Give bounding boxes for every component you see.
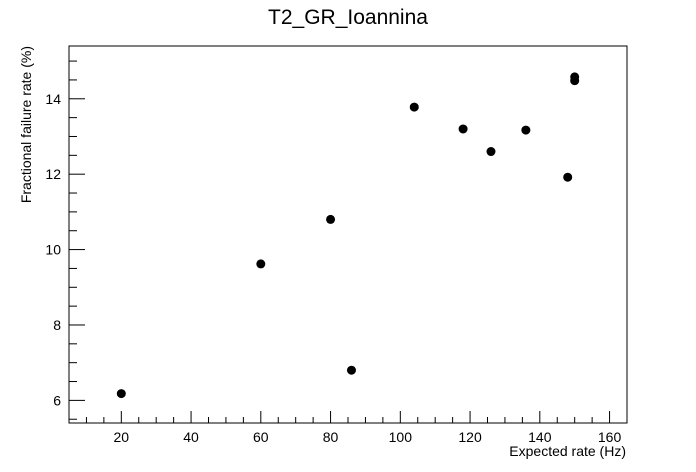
y-tick-label: 14	[45, 91, 61, 107]
plot-frame	[68, 45, 628, 424]
x-tick-label: 40	[183, 429, 199, 445]
y-tick-label: 12	[45, 166, 61, 182]
x-tick-label: 60	[253, 429, 269, 445]
x-tick-label: 120	[458, 429, 482, 445]
x-tick-label: 100	[389, 429, 413, 445]
data-point	[326, 214, 336, 224]
tick-labels: 20 40 60 80 100 120 140 160 6 8 10 12 14	[45, 91, 621, 445]
x-tick-label: 80	[323, 429, 339, 445]
data-point	[486, 147, 496, 157]
y-axis-label: Fractional failure rate (%)	[18, 46, 34, 203]
data-point	[116, 389, 126, 399]
data-point	[458, 124, 468, 134]
data-point	[409, 102, 419, 112]
x-axis-label: Expected rate (Hz)	[509, 443, 626, 459]
data-point	[256, 259, 266, 269]
chart-title: T2_GR_Ioannina	[268, 6, 428, 29]
x-tick-label: 140	[528, 429, 552, 445]
axis-ticks	[69, 60, 628, 423]
y-tick-label: 10	[45, 242, 61, 258]
y-tick-label: 8	[53, 317, 61, 333]
x-tick-label: 160	[598, 429, 622, 445]
data-point	[563, 172, 573, 182]
data-point	[346, 365, 356, 375]
y-tick-label: 6	[53, 392, 61, 408]
data-points	[116, 72, 580, 399]
x-tick-label: 20	[114, 429, 130, 445]
data-point	[570, 72, 580, 82]
data-point	[521, 125, 531, 135]
